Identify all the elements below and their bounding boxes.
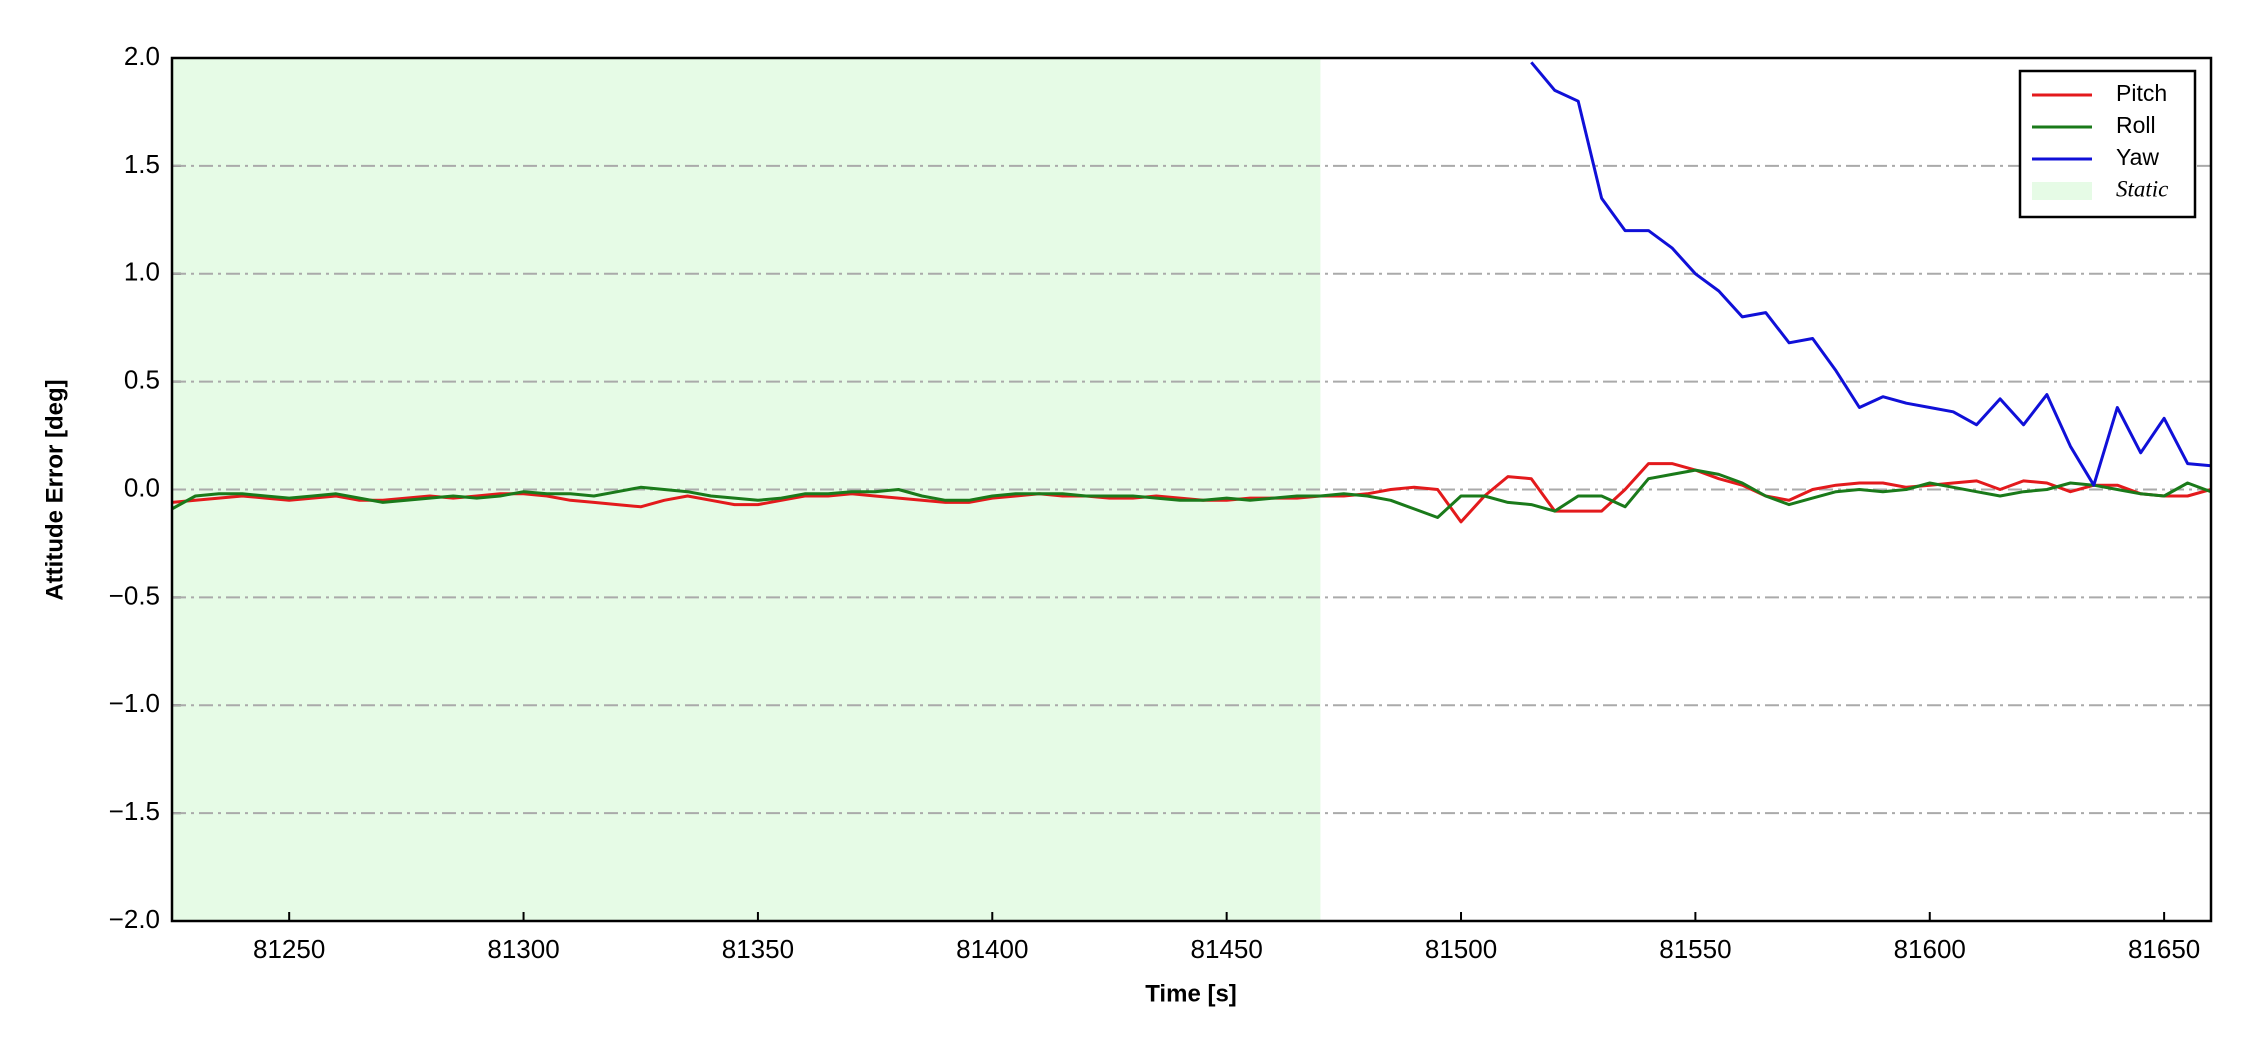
y-tick-label: 1.5	[124, 149, 160, 179]
legend-swatch	[2032, 182, 2092, 200]
y-tick-label: −2.0	[109, 904, 160, 934]
y-tick-label: 2.0	[124, 41, 160, 71]
x-tick-label: 81550	[1659, 934, 1731, 964]
x-tick-label: 81400	[956, 934, 1028, 964]
x-tick-label: 81250	[253, 934, 325, 964]
x-tick-label: 81300	[487, 934, 559, 964]
y-tick-label: −1.5	[109, 796, 160, 826]
x-tick-label: 81350	[722, 934, 794, 964]
x-axis-label: Time [s]	[1145, 980, 1237, 1007]
y-tick-label: −1.0	[109, 688, 160, 718]
legend-label: Yaw	[2116, 144, 2159, 170]
legend-label: Pitch	[2116, 80, 2167, 106]
x-tick-label: 81500	[1425, 934, 1497, 964]
x-tick-label: 81650	[2128, 934, 2200, 964]
plot-frame	[170, 56, 2213, 923]
x-tick-label: 81600	[1894, 934, 1966, 964]
legend-label: Static	[2116, 176, 2168, 201]
series-line	[172, 468, 2211, 519]
legend-label: Roll	[2116, 112, 2156, 138]
y-tick-label: 0.5	[124, 365, 160, 395]
x-tick-label: 81450	[1190, 934, 1262, 964]
y-tick-label: −0.5	[109, 580, 160, 610]
y-axis-label: Attitude Error [deg]	[41, 379, 68, 600]
y-tick-label: 0.0	[124, 472, 160, 502]
y-tick-label: 1.0	[124, 257, 160, 287]
series-line	[1530, 61, 2211, 487]
